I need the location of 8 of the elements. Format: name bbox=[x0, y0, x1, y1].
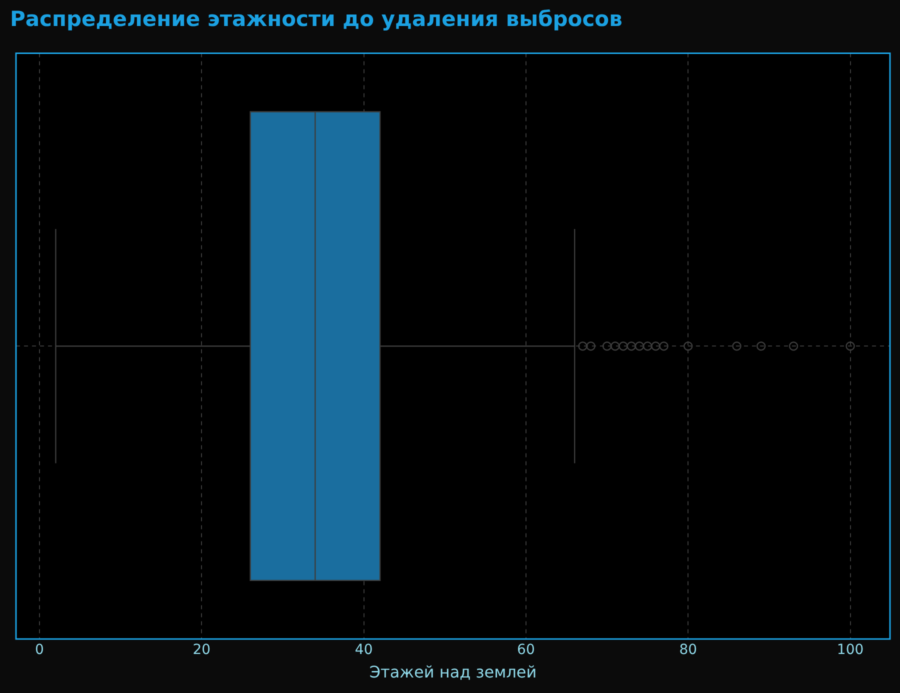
x-tick-label: 40 bbox=[354, 642, 373, 658]
x-tick-label: 20 bbox=[192, 642, 211, 658]
chart-title: Распределение этажности до удаления выбросов bbox=[10, 7, 622, 32]
x-tick-label: 80 bbox=[679, 642, 698, 658]
x-axis-title: Этажей над землей bbox=[369, 662, 537, 682]
x-tick-label: 0 bbox=[35, 642, 44, 658]
x-tick-label: 100 bbox=[836, 642, 864, 658]
x-tick-label: 60 bbox=[517, 642, 535, 658]
